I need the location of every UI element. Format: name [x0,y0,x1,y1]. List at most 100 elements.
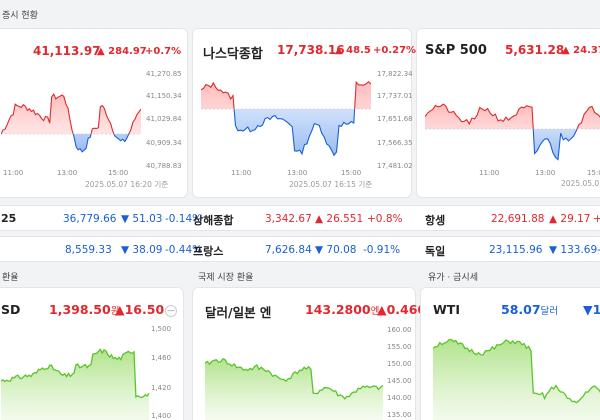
index-card-nasdaq[interactable]: 나스닥종합 17,738.16 ▲ 48.5 +0.27% 17,822.34 … [192,28,416,198]
index-name: 나스닥종합 [203,47,263,62]
chart-area-up [201,81,371,109]
fx-name: 달러/일본 엔 [205,305,272,320]
fx-name: WTI [433,302,460,317]
fx-value: 58.07달러 [501,302,558,317]
chart-area-down [425,129,600,160]
section-title-intl-fx: 국제 시장 환율 [198,270,254,283]
y-tick: 40,788.83 [146,162,182,170]
index-card-dow[interactable]: 41,113.97 ▲ 284.97 +0.7% 41,270.85 41,15… [0,28,188,198]
y-tick: 140.00 [387,394,412,402]
index-value: 41,113.97 [33,44,101,58]
chart-area-up [1,94,141,134]
index-change: ▲ 48.5 [335,45,371,56]
index-percent: +0.27% [373,45,417,56]
fx-unit: 엔 [370,306,380,317]
chart-line [432,338,600,404]
row-value: 7,626.84 [265,244,312,256]
index-value: 17,738.16 [277,43,345,57]
fx-card-jpy[interactable]: 달러/일본 엔 143.2800엔 ▲0.4600 — 160.00 155.0… [192,287,435,420]
chart-line [0,348,150,399]
index-card-sp500[interactable]: S&P 500 5,631.28 ▲ 24.37 11:00 13:00 15:… [416,28,600,198]
row-change: ▼ 51.03 [121,213,163,225]
fx-name: SD [1,302,21,317]
y-tick: 1,500 [151,325,172,333]
chart-area-down [1,134,141,152]
index-row-1[interactable]: 25 36,779.66 ▼ 51.03 -0.14% 상해종합 3,342.6… [0,205,600,231]
y-tick: 17,566.35 [377,139,413,147]
index-change: ▲ 24.37 [562,45,600,56]
index-chart [1,93,141,153]
row-change: ▼ 38.09 [121,244,163,256]
y-tick: 41,150.34 [146,92,182,100]
chart-area [1,349,149,420]
section-title-indices: 증시 현황 [2,8,38,21]
row-percent: -0.14% [165,213,203,225]
row-percent: -0 [597,244,600,256]
y-tick: 155.00 [387,343,412,351]
fx-card-wti[interactable]: WTI 58.07달러 ▼1 [420,287,600,420]
fx-value: 1,398.50원 [49,302,119,317]
row-name: 독일 [425,245,446,258]
x-tick: 15:00 [341,169,362,177]
chart-area-down [201,109,371,156]
index-chart [201,80,371,157]
index-change: ▲ 284.97 [97,46,147,57]
y-tick: 17,737.01 [377,92,413,100]
row-change: ▲ 26.551 [315,213,364,225]
fx-unit: 달러 [540,306,559,317]
row-value: 23,115.96 [489,244,543,256]
row-value: 22,691.88 [491,213,545,225]
x-tick: 11:00 [3,169,24,177]
row-percent: -0.91% [363,244,401,256]
y-tick: 150.00 [387,360,412,368]
fx-card-usd[interactable]: SD 1,398.50원 ▲16.50 — 1,500 1,460 1,420 … [0,287,184,420]
section-title-oil: 유가 · 금시세 [428,270,478,283]
fx-chart [432,338,600,420]
row-percent: -0.44% [165,244,203,256]
fx-value-number: 58.07 [501,302,541,317]
more-button[interactable]: — [165,305,177,317]
row-name: 항셍 [425,214,446,227]
y-tick: 17,651.68 [377,115,413,123]
y-tick: 135.00 [387,411,412,419]
fx-chart [0,348,150,420]
y-tick: 1,460 [151,354,172,362]
row-value: 8,559.33 [65,244,112,256]
x-tick: 13:00 [287,169,308,177]
fx-value-number: 1,398.50 [49,302,111,317]
fx-change: ▲16.50 [115,302,165,317]
row-change: ▼ 70.08 [315,244,357,256]
row-percent: +0 [593,213,600,225]
timestamp: 2025.05.07 16:20 기준 [85,180,169,189]
y-tick: 1,400 [151,412,172,420]
row-name: 25 [1,212,17,225]
y-tick: 41,029.84 [146,115,182,123]
x-tick: 13:00 [57,169,78,177]
y-tick: 40,909.34 [146,139,182,147]
x-tick: 11:00 [231,169,252,177]
x-tick: 15:00 [108,169,129,177]
index-value: 5,631.28 [505,43,565,57]
fx-value-number: 143.2800 [305,302,371,317]
y-tick: 17,822.34 [377,70,413,78]
chart-line-down [532,129,578,161]
y-tick: 41,270.85 [146,70,182,78]
index-row-2[interactable]: 8,559.33 ▼ 38.09 -0.44% 프랑스 7,626.84 ▼ 7… [0,236,600,262]
row-change: ▲ 29.17 [549,213,591,225]
chart-line-up [201,80,371,109]
chart-line-up [1,93,141,134]
x-tick: 13:00 [535,169,556,177]
row-value: 3,342.67 [265,213,312,225]
y-tick: 1,420 [151,384,172,392]
row-percent: +0.8% [367,213,403,225]
chart-line-down [1,134,130,153]
index-percent: +0.7% [145,46,182,57]
fx-chart [204,357,384,420]
y-tick: 17,481.02 [377,162,413,170]
fx-value: 143.2800엔 [305,302,379,317]
row-change: ▼ 133.69 [549,244,598,256]
fx-change: ▼1 [583,302,600,317]
timestamp: 2025.05.07 [561,179,600,188]
timestamp: 2025.05.07 16:15 기준 [289,180,373,189]
